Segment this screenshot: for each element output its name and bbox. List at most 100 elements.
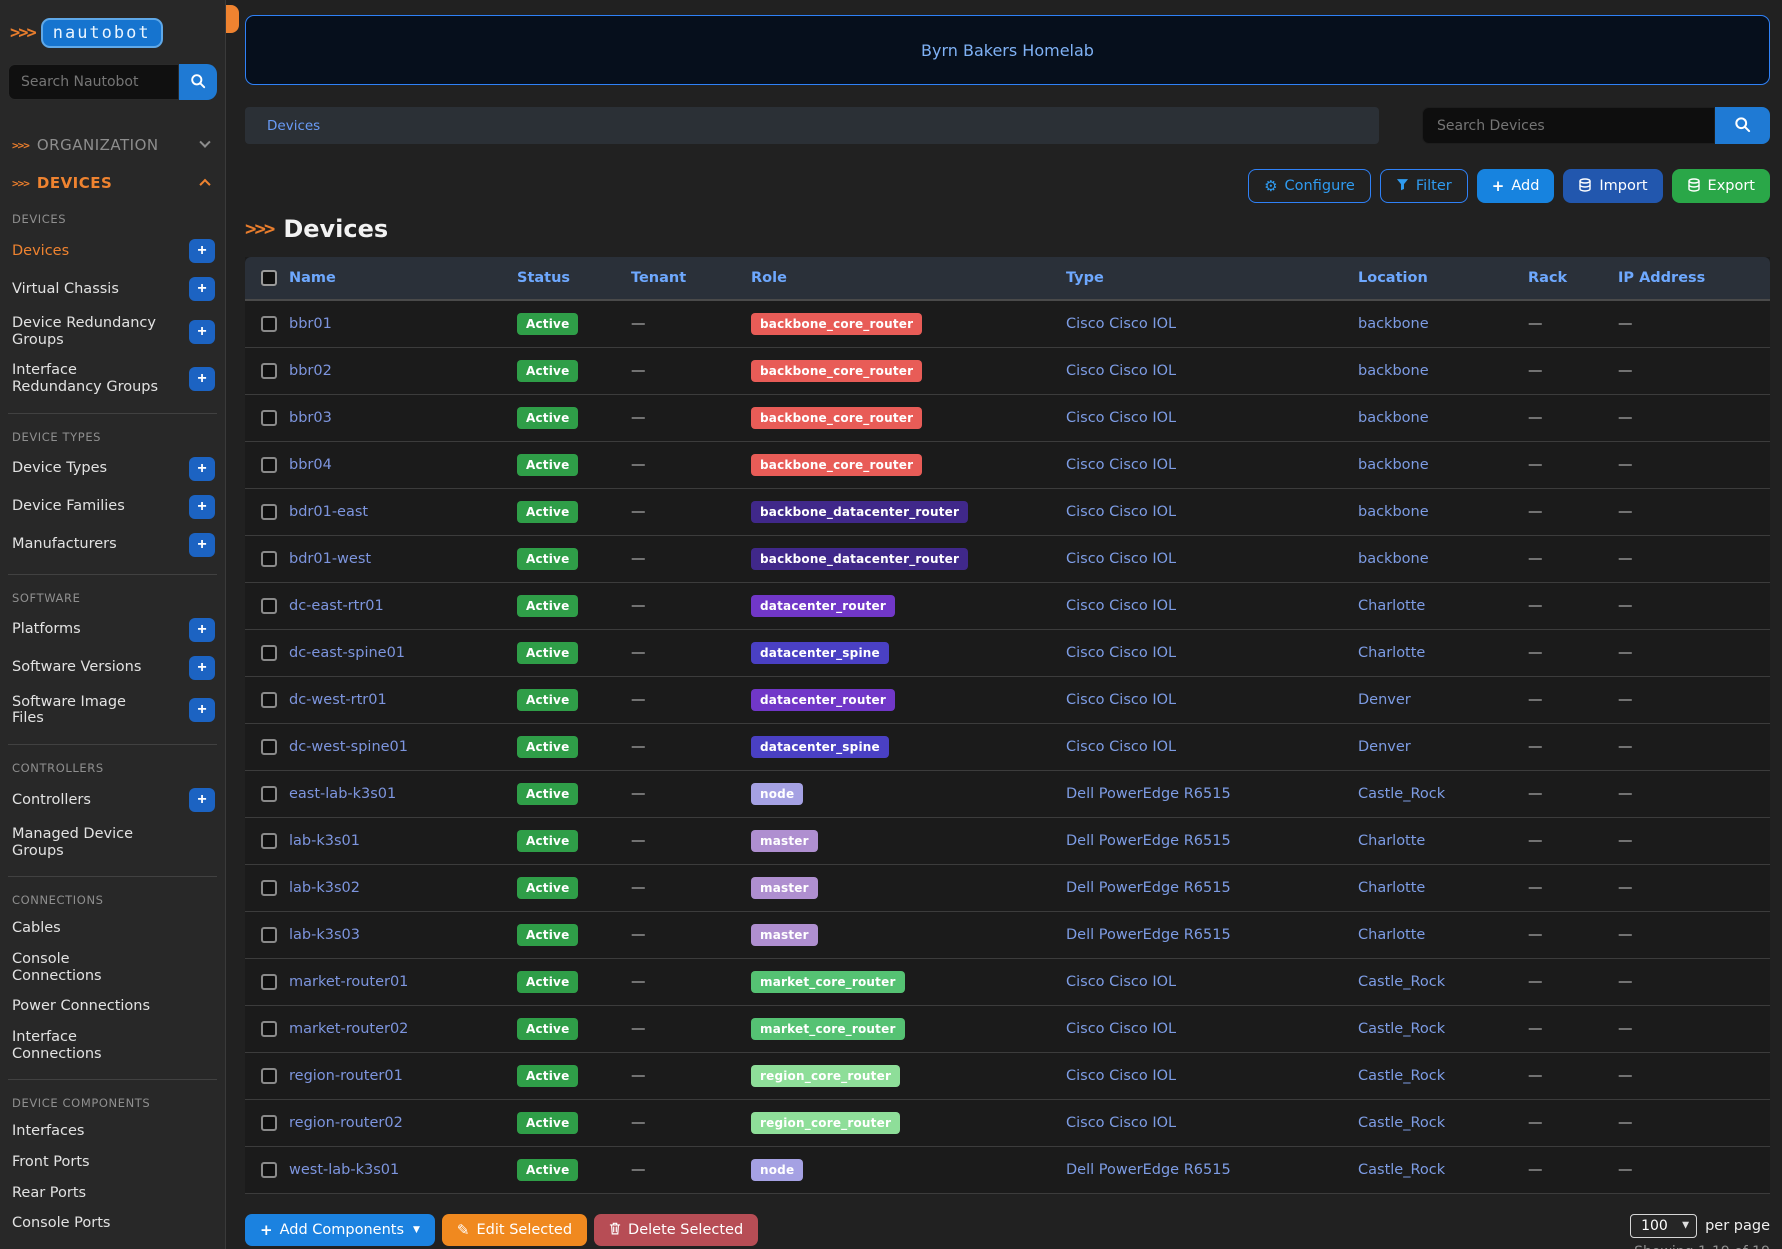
device-name-link[interactable]: region-router02 <box>289 1115 403 1131</box>
location-link[interactable]: Charlotte <box>1358 880 1426 896</box>
row-checkbox[interactable] <box>261 880 277 896</box>
device-type-link[interactable]: Cisco Cisco IOL <box>1066 410 1177 426</box>
sidebar-item-interfaces[interactable]: Interfaces <box>8 1116 217 1147</box>
role-badge[interactable]: region_core_router <box>751 1112 901 1134</box>
add-manufacturers-button[interactable]: + <box>189 532 215 557</box>
configure-button[interactable]: ⚙ Configure <box>1248 169 1371 203</box>
location-link[interactable]: Charlotte <box>1358 645 1426 661</box>
location-link[interactable]: Castle_Rock <box>1358 974 1446 990</box>
location-link[interactable]: Castle_Rock <box>1358 1068 1446 1084</box>
add-devices-button[interactable]: + <box>189 239 215 263</box>
device-name-link[interactable]: dc-west-rtr01 <box>289 692 387 708</box>
add-device-families-button[interactable]: + <box>189 494 215 519</box>
sidebar-item-software-versions[interactable]: Software Versions + <box>8 649 217 687</box>
location-link[interactable]: Castle_Rock <box>1358 1115 1446 1131</box>
add-button[interactable]: + Add <box>1476 169 1555 203</box>
role-badge[interactable]: master <box>751 830 818 852</box>
location-link[interactable]: Denver <box>1358 692 1411 708</box>
column-header-rack[interactable]: Rack <box>1522 257 1612 301</box>
location-link[interactable]: backbone <box>1358 316 1429 332</box>
add-software-image-files-button[interactable]: + <box>189 698 215 723</box>
per-page-select[interactable]: 100 <box>1630 1214 1698 1238</box>
device-type-link[interactable]: Cisco Cisco IOL <box>1066 551 1177 567</box>
device-name-link[interactable]: lab-k3s03 <box>289 927 360 943</box>
row-checkbox[interactable] <box>261 833 277 849</box>
add-platforms-button[interactable]: + <box>189 617 215 642</box>
device-name-link[interactable]: dc-east-spine01 <box>289 645 406 661</box>
device-type-link[interactable]: Dell PowerEdge R6515 <box>1066 927 1231 943</box>
device-type-link[interactable]: Cisco Cisco IOL <box>1066 1115 1177 1131</box>
logo-text[interactable]: nautobot <box>40 18 163 48</box>
role-badge[interactable]: master <box>751 877 818 899</box>
device-name-link[interactable]: dc-west-spine01 <box>289 739 409 755</box>
device-type-link[interactable]: Cisco Cisco IOL <box>1066 645 1177 661</box>
device-name-link[interactable]: east-lab-k3s01 <box>289 786 397 802</box>
row-checkbox[interactable] <box>261 927 277 943</box>
import-button[interactable]: Import <box>1563 169 1663 203</box>
sidebar-item-device-families[interactable]: Device Families + <box>8 488 217 526</box>
device-type-link[interactable]: Cisco Cisco IOL <box>1066 316 1177 332</box>
column-header-location[interactable]: Location <box>1352 257 1522 301</box>
device-type-link[interactable]: Cisco Cisco IOL <box>1066 1068 1177 1084</box>
location-link[interactable]: backbone <box>1358 457 1429 473</box>
column-header-type[interactable]: Type <box>1060 257 1352 301</box>
sidebar-item-interface-redundancy-groups[interactable]: Interface Redundancy Groups + <box>8 355 217 402</box>
delete-selected-button[interactable]: Delete Selected <box>594 1214 759 1246</box>
role-badge[interactable]: backbone_core_router <box>751 360 923 382</box>
sidebar-item-rear-ports[interactable]: Rear Ports <box>8 1178 217 1209</box>
row-checkbox[interactable] <box>261 504 277 520</box>
device-type-link[interactable]: Cisco Cisco IOL <box>1066 1021 1177 1037</box>
row-checkbox[interactable] <box>261 645 277 661</box>
role-badge[interactable]: node <box>751 1159 804 1181</box>
device-type-link[interactable]: Cisco Cisco IOL <box>1066 974 1177 990</box>
edit-selected-button[interactable]: ✎ Edit Selected <box>441 1214 588 1246</box>
role-badge[interactable]: node <box>751 783 804 805</box>
sidebar-collapse-button[interactable] <box>226 5 239 33</box>
role-badge[interactable]: backbone_datacenter_router <box>751 501 969 523</box>
sidebar-item-platforms[interactable]: Platforms + <box>8 611 217 649</box>
row-checkbox[interactable] <box>261 1021 277 1037</box>
device-type-link[interactable]: Cisco Cisco IOL <box>1066 692 1177 708</box>
add-device-redundancy-groups-button[interactable]: + <box>189 319 215 344</box>
device-name-link[interactable]: region-router01 <box>289 1068 403 1084</box>
row-checkbox[interactable] <box>261 551 277 567</box>
sidebar-item-front-ports[interactable]: Front Ports <box>8 1147 217 1178</box>
row-checkbox[interactable] <box>261 974 277 990</box>
role-badge[interactable]: backbone_datacenter_router <box>751 548 969 570</box>
device-name-link[interactable]: market-router01 <box>289 974 409 990</box>
role-badge[interactable]: market_core_router <box>751 971 905 993</box>
location-link[interactable]: backbone <box>1358 410 1429 426</box>
device-type-link[interactable]: Cisco Cisco IOL <box>1066 598 1177 614</box>
add-controllers-button[interactable]: + <box>189 788 215 813</box>
devices-search-button[interactable] <box>1715 107 1770 144</box>
devices-search-input[interactable] <box>1422 107 1715 144</box>
select-all-checkbox[interactable] <box>261 270 277 286</box>
sidebar-item-virtual-chassis[interactable]: Virtual Chassis + <box>8 270 217 308</box>
row-checkbox[interactable] <box>261 739 277 755</box>
device-type-link[interactable]: Cisco Cisco IOL <box>1066 504 1177 520</box>
device-name-link[interactable]: market-router02 <box>289 1021 409 1037</box>
row-checkbox[interactable] <box>261 457 277 473</box>
row-checkbox[interactable] <box>261 363 277 379</box>
location-link[interactable]: backbone <box>1358 504 1429 520</box>
sidebar-item-power-connections[interactable]: Power Connections <box>8 991 217 1022</box>
add-software-versions-button[interactable]: + <box>189 655 215 680</box>
location-link[interactable]: Castle_Rock <box>1358 1021 1446 1037</box>
location-link[interactable]: Castle_Rock <box>1358 786 1446 802</box>
row-checkbox[interactable] <box>261 692 277 708</box>
sidebar-item-managed-device-groups[interactable]: Managed Device Groups <box>8 819 217 866</box>
device-name-link[interactable]: bbr01 <box>289 316 332 332</box>
role-badge[interactable]: master <box>751 924 818 946</box>
row-checkbox[interactable] <box>261 410 277 426</box>
sidebar-item-controllers[interactable]: Controllers + <box>8 781 217 819</box>
device-type-link[interactable]: Dell PowerEdge R6515 <box>1066 786 1231 802</box>
export-button[interactable]: Export <box>1671 169 1770 203</box>
location-link[interactable]: Denver <box>1358 739 1411 755</box>
row-checkbox[interactable] <box>261 1068 277 1084</box>
device-type-link[interactable]: Cisco Cisco IOL <box>1066 739 1177 755</box>
sidebar-section-organization[interactable]: >>> ORGANIZATION <box>8 126 217 164</box>
sidebar-item-interface-connections[interactable]: Interface Connections <box>8 1022 217 1069</box>
device-type-link[interactable]: Dell PowerEdge R6515 <box>1066 833 1231 849</box>
add-virtual-chassis-button[interactable]: + <box>189 277 215 301</box>
sidebar-item-devices[interactable]: Devices + <box>8 232 217 270</box>
